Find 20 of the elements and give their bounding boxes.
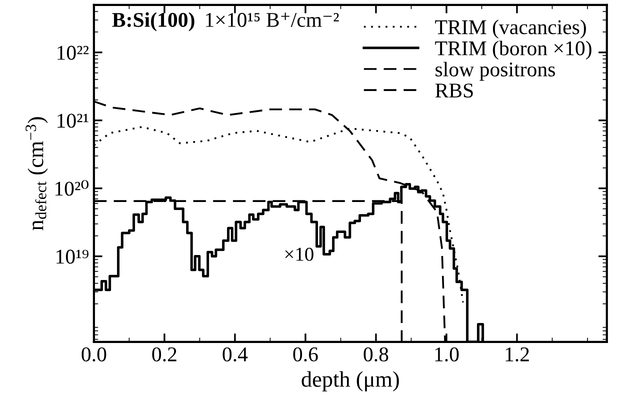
legend-label: TRIM (boron ×10) [435, 40, 592, 60]
x-tick-label: 0.4 [222, 347, 248, 362]
legend-label: TRIM (vacancies) [435, 20, 586, 38]
x-axis-title: depth (μm) [302, 371, 399, 392]
legend-label: RBS [435, 84, 473, 98]
y-tick-label: 10²⁰ [55, 180, 89, 196]
x-tick-label: 0.0 [82, 347, 106, 362]
x-tick-label: 0.8 [364, 347, 388, 362]
legend-label: slow positrons [436, 62, 555, 81]
y-tick-label: 10²² [58, 46, 89, 60]
x-tick-label: 1.2 [506, 347, 529, 362]
y-tick-label: 10²¹ [58, 114, 88, 128]
annotation: B:Si(100) [112, 12, 194, 32]
annotation: ×10 [285, 248, 314, 261]
x-tick-label: 0.6 [293, 347, 318, 362]
y-axis-title: n$_{defect}$ (cm$^{−3}$) [26, 117, 48, 230]
x-tick-label: 1.0 [435, 347, 459, 362]
y-tick-label: 10¹⁹ [56, 250, 88, 264]
annotation: 1×10¹⁵ B⁺/cm⁻² [206, 12, 339, 27]
x-tick-label: 0.2 [152, 347, 176, 362]
